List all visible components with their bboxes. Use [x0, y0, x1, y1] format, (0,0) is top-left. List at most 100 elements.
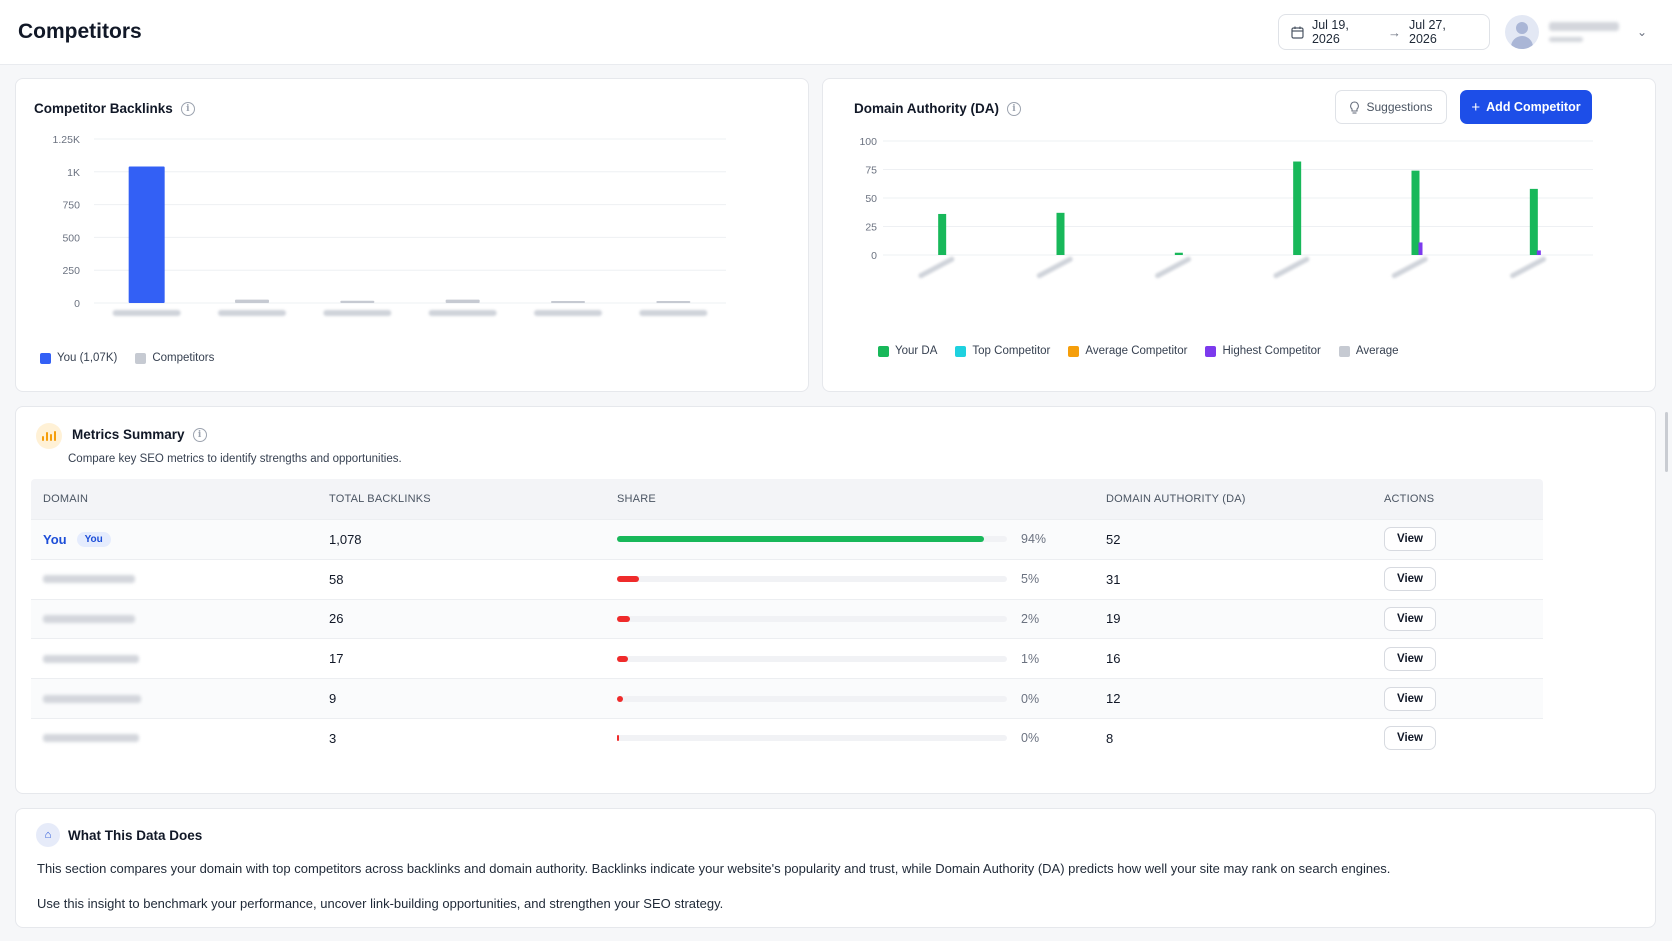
you-domain-name[interactable]: You	[43, 531, 67, 547]
legend-item[interactable]: Average Competitor	[1068, 345, 1187, 357]
legend-swatch	[40, 352, 51, 364]
da-bar[interactable]	[1411, 170, 1420, 255]
y-tick-label: 0	[871, 250, 877, 262]
chevron-down-icon[interactable]: ⌄	[1637, 25, 1648, 39]
avatar	[1505, 15, 1539, 49]
view-button[interactable]: View	[1384, 726, 1436, 751]
y-tick-label: 50	[865, 193, 877, 205]
backlinks-cell: 26	[329, 611, 344, 627]
legend-swatch	[955, 345, 967, 357]
share-percent: 1%	[1021, 651, 1040, 666]
backlinks-cell: 17	[329, 651, 344, 667]
view-button[interactable]: View	[1384, 527, 1436, 552]
legend-item[interactable]: Your DA	[878, 345, 937, 357]
col-domain: DOMAIN	[43, 493, 89, 505]
view-button[interactable]: View	[1384, 646, 1436, 671]
bar[interactable]	[656, 301, 691, 303]
actions-cell: View	[1384, 686, 1534, 711]
view-button[interactable]: View	[1384, 567, 1436, 592]
table-row: 17 1% 16 View	[31, 638, 1543, 678]
arrow-right-icon: →	[1388, 24, 1401, 40]
y-tick-label: 0	[74, 298, 80, 310]
da-card-title: Domain Authority (DA) i	[854, 101, 1021, 116]
legend-item[interactable]: Highest Competitor	[1205, 345, 1321, 357]
da-title-text: Domain Authority (DA)	[854, 101, 999, 116]
legend-item[interactable]: Competitors	[135, 352, 214, 364]
highest-competitor-bar[interactable]	[1536, 250, 1541, 255]
legend-item[interactable]: Top Competitor	[955, 345, 1050, 357]
add-competitor-label: Add Competitor	[1486, 100, 1581, 114]
x-tick-label-redacted	[1036, 256, 1073, 279]
da-bar[interactable]	[938, 213, 947, 255]
domain-cell	[31, 734, 329, 743]
y-tick-label: 25	[865, 222, 877, 234]
description-paragraph-1: This section compares your domain with t…	[37, 861, 1391, 876]
bar[interactable]	[551, 301, 585, 303]
view-button[interactable]: View	[1384, 686, 1436, 711]
info-icon[interactable]: i	[1007, 101, 1021, 116]
suggestions-button[interactable]: Suggestions	[1335, 90, 1447, 124]
domain-authority-cell: 12	[1106, 691, 1121, 707]
backlinks-card-title: Competitor Backlinks i	[34, 101, 195, 116]
da-bar[interactable]	[1056, 212, 1065, 255]
da-chart: 0 25 50 75 100	[859, 136, 1593, 279]
actions-cell: View	[1384, 726, 1534, 751]
legend-label: Competitors	[152, 352, 215, 364]
domain-authority-cell: 52	[1106, 531, 1121, 547]
legend-swatch	[878, 345, 889, 357]
domain-cell	[31, 694, 329, 703]
domain-name-redacted[interactable]	[43, 575, 135, 584]
actions-cell: View	[1384, 646, 1534, 671]
bar[interactable]	[340, 300, 375, 303]
domain-authority-cell: 19	[1106, 611, 1121, 627]
suggestions-label: Suggestions	[1366, 100, 1433, 114]
table-row: 3 0% 8 View	[31, 717, 1543, 758]
share-cell: 2%	[617, 612, 1106, 626]
user-menu[interactable]: ⌄	[1505, 14, 1655, 50]
y-tick-label: 750	[62, 200, 80, 212]
col-domain-authority: DOMAIN AUTHORITY (DA)	[1106, 493, 1246, 505]
backlinks-chart: 0 250 500 750 1K 1.25K	[53, 134, 726, 316]
domain-name-redacted[interactable]	[43, 734, 139, 743]
col-share: SHARE	[617, 493, 656, 505]
legend-swatch	[1205, 345, 1217, 357]
bar[interactable]	[235, 299, 269, 303]
info-icon[interactable]: i	[180, 101, 195, 116]
share-bar-track	[617, 695, 1007, 702]
da-bar[interactable]	[1174, 252, 1183, 255]
user-info-redacted	[1549, 22, 1619, 42]
plus-icon: +	[1471, 98, 1481, 116]
da-legend: Your DA Top Competitor Average Competitor H…	[878, 345, 1399, 357]
table-header: DOMAIN TOTAL BACKLINKS SHARE DOMAIN AUTH…	[31, 479, 1543, 519]
info-icon[interactable]: i	[192, 427, 207, 442]
metrics-subtitle: Compare key SEO metrics to identify stre…	[68, 453, 402, 465]
y-tick-label: 1K	[67, 167, 80, 179]
scrollbar-thumb[interactable]	[1665, 412, 1668, 472]
y-tick-label: 100	[859, 136, 877, 148]
legend-item[interactable]: Average	[1338, 345, 1399, 357]
share-percent: 94%	[1021, 532, 1047, 547]
domain-authority-cell: 31	[1106, 571, 1121, 587]
domain-name-redacted[interactable]	[43, 694, 141, 703]
col-actions: ACTIONS	[1384, 493, 1435, 505]
highest-competitor-bar[interactable]	[1418, 242, 1423, 255]
legend-swatch	[1068, 345, 1080, 357]
table-body: You You 1,078 94% 52 View 58 5% 31 View 26 2% 19 View…	[31, 519, 1543, 758]
date-start: Jul 19, 2026	[1311, 18, 1349, 46]
date-range-picker[interactable]: Jul 19, 2026 → Jul 27, 2026	[1278, 14, 1490, 50]
domain-authority-cell: 16	[1106, 651, 1121, 667]
view-button[interactable]: View	[1384, 606, 1436, 631]
domain-name-redacted[interactable]	[43, 654, 139, 663]
bar[interactable]	[128, 166, 165, 303]
metrics-title: Metrics Summary i	[72, 427, 207, 442]
calendar-icon	[1291, 26, 1304, 39]
domain-name-redacted[interactable]	[43, 614, 135, 623]
legend-item[interactable]: You (1,07K)	[40, 352, 117, 364]
metrics-title-text: Metrics Summary	[72, 427, 185, 442]
add-competitor-button[interactable]: + Add Competitor	[1460, 90, 1592, 124]
x-tick-label-redacted	[534, 310, 602, 316]
da-bar[interactable]	[1293, 161, 1302, 255]
bar[interactable]	[445, 299, 480, 303]
backlinks-cell: 9	[329, 691, 337, 707]
da-bar[interactable]	[1529, 188, 1538, 255]
